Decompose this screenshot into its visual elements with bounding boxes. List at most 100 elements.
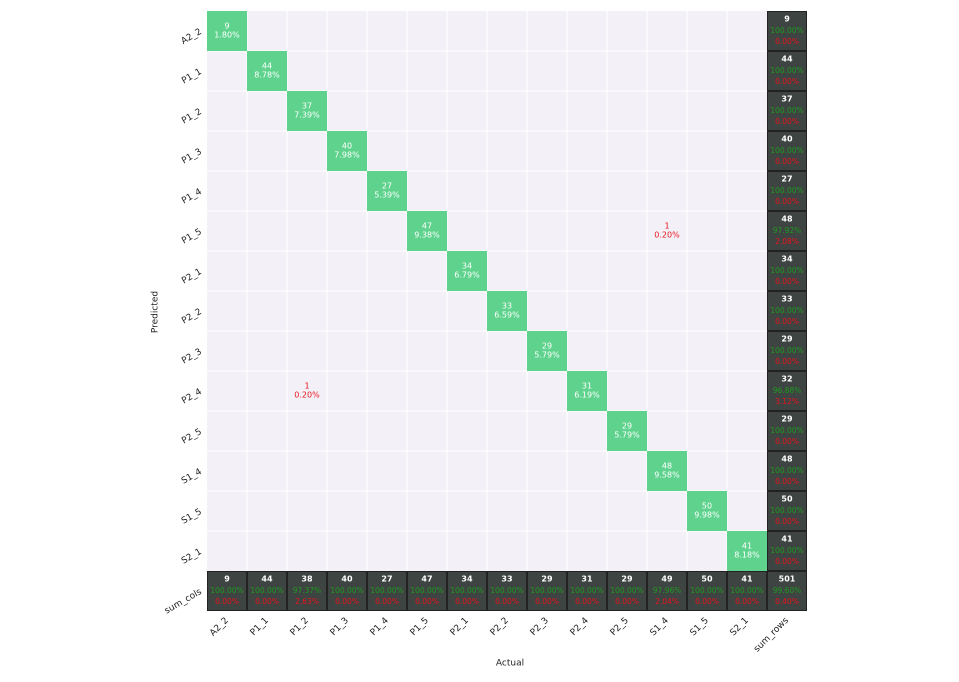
col-sum-correct: 100.00% — [490, 586, 523, 595]
y-tick-label: P1_3 — [180, 147, 204, 166]
row-sum — [767, 11, 807, 51]
row-sum-error: 0.00% — [775, 477, 799, 486]
row-sum-count: 29 — [781, 415, 793, 424]
row-sum — [767, 131, 807, 171]
col-sum-error: 0.00% — [215, 597, 239, 606]
row-sum-correct: 100.00% — [770, 466, 803, 475]
row-sum — [767, 251, 807, 291]
y-tick-label: S1_4 — [180, 467, 204, 487]
row-sum-count: 48 — [781, 215, 793, 224]
cell-count: 50 — [702, 502, 712, 511]
row-sum — [767, 171, 807, 211]
row-sum-error: 0.00% — [775, 117, 799, 126]
row-sum-correct: 100.00% — [770, 426, 803, 435]
row-sum-error: 0.00% — [775, 557, 799, 566]
y-tick-label: S2_1 — [180, 547, 204, 566]
cell-count: 1 — [664, 222, 669, 231]
col-sum — [527, 571, 567, 611]
row-sum — [767, 291, 807, 331]
y-tick-label: P1_2 — [180, 107, 204, 126]
row-sum-correct: 100.00% — [770, 306, 803, 315]
row-sum-count: 32 — [781, 375, 792, 384]
col-sum — [327, 571, 367, 611]
col-sum-count: 40 — [341, 575, 353, 584]
col-sum-count: 44 — [261, 575, 273, 584]
cell — [327, 131, 367, 171]
col-sum-error: 0.00% — [695, 597, 719, 606]
row-sum-error: 0.00% — [775, 317, 799, 326]
row-sum-count: 41 — [781, 535, 793, 544]
x-axis-label: Actual — [496, 659, 524, 669]
row-sum — [767, 51, 807, 91]
row-sum — [767, 451, 807, 491]
cell-percent: 9.98% — [694, 511, 720, 520]
col-sum — [207, 571, 247, 611]
cell — [207, 11, 247, 51]
x-tick-label: P2_4 — [569, 616, 591, 638]
cell — [447, 251, 487, 291]
row-sum-error: 3.12% — [775, 397, 799, 406]
col-sum-correct: 97.96% — [653, 586, 682, 595]
row-sum-count: 27 — [781, 175, 792, 184]
cell-count: 29 — [622, 422, 632, 431]
row-sum-count: 37 — [781, 95, 792, 104]
row-sum-correct: 97.92% — [773, 226, 802, 235]
col-sum-count: 50 — [701, 575, 713, 584]
cell — [727, 531, 767, 571]
y-tick-label: S1_5 — [180, 507, 204, 526]
row-sum-correct: 100.00% — [770, 266, 803, 275]
col-sum-error: 0.00% — [255, 597, 279, 606]
col-sum-count: 29 — [541, 575, 553, 584]
col-sum-correct: 100.00% — [730, 586, 763, 595]
cell-count: 44 — [262, 62, 272, 71]
cell-count: 33 — [502, 302, 512, 311]
total-sum-count: 501 — [779, 575, 796, 584]
col-sum-count: 47 — [421, 575, 432, 584]
x-tick-label: P1_4 — [369, 616, 391, 638]
row-sum-correct: 100.00% — [770, 106, 803, 115]
cell-percent: 9.38% — [414, 231, 440, 240]
col-sum — [407, 571, 447, 611]
cell-percent: 9.58% — [654, 471, 680, 480]
y-axis-label: Predicted — [151, 291, 161, 333]
total-sum-correct: 99.60% — [773, 586, 802, 595]
row-sum-correct: 100.00% — [770, 66, 803, 75]
col-sum-count: 33 — [501, 575, 512, 584]
row-sum-error: 0.00% — [775, 357, 799, 366]
x-tick-label: S2_1 — [728, 616, 750, 638]
col-sum-error: 0.00% — [615, 597, 639, 606]
cell-percent: 6.59% — [494, 311, 520, 320]
cell-percent: 1.80% — [214, 31, 240, 40]
cell-percent: 0.20% — [654, 231, 680, 240]
cell-count: 1 — [304, 382, 309, 391]
x-tick-label: P1_1 — [249, 616, 271, 638]
col-sum-count: 34 — [461, 575, 473, 584]
total-sum-error: 0.40% — [775, 597, 799, 606]
col-sum — [567, 571, 607, 611]
col-sum — [647, 571, 687, 611]
row-sum-error: 0.00% — [775, 157, 799, 166]
cell — [487, 291, 527, 331]
row-sum-correct: 100.00% — [770, 146, 803, 155]
col-sum-error: 0.00% — [415, 597, 439, 606]
total-sum — [767, 571, 807, 611]
cell-percent: 8.18% — [734, 551, 760, 560]
row-sum-error: 0.00% — [775, 277, 799, 286]
col-sum — [487, 571, 527, 611]
row-sum-count: 48 — [781, 455, 793, 464]
col-sum — [247, 571, 287, 611]
x-tick-label: P2_1 — [449, 616, 471, 638]
cell — [687, 491, 727, 531]
cell-percent: 7.39% — [294, 111, 320, 120]
x-tick-label: S1_5 — [688, 616, 710, 638]
col-sum-count: 38 — [301, 575, 313, 584]
cell — [287, 91, 327, 131]
col-sum-error: 0.00% — [455, 597, 479, 606]
row-sum-correct: 100.00% — [770, 346, 803, 355]
row-sum-error: 0.00% — [775, 37, 799, 46]
row-sum — [767, 331, 807, 371]
row-sum-count: 9 — [784, 15, 790, 24]
cell-percent: 5.79% — [614, 431, 640, 440]
cell-count: 40 — [342, 142, 352, 151]
